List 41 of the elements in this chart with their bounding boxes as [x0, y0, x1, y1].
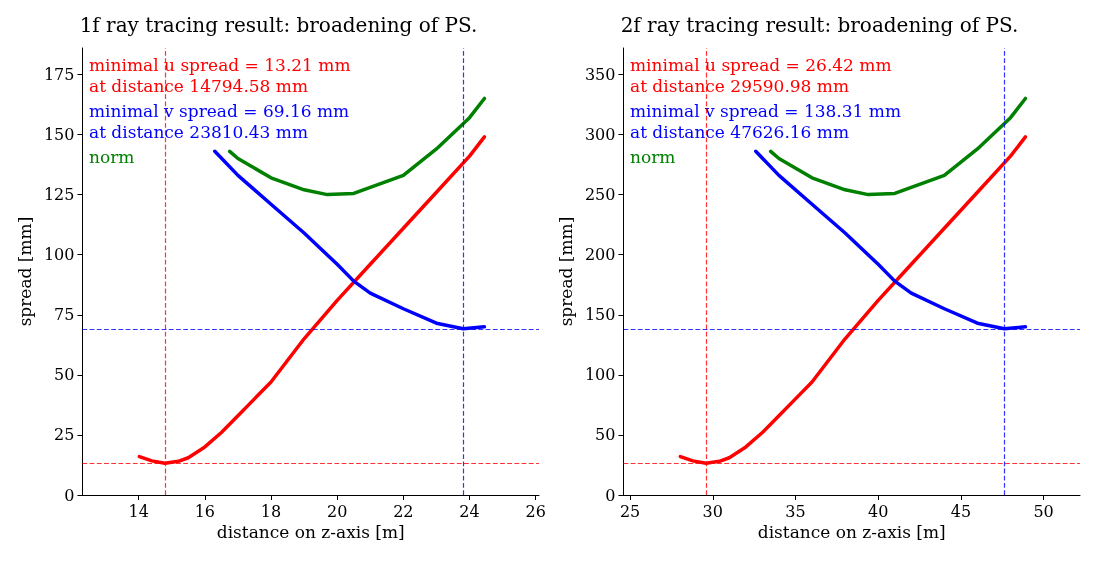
y-tick-label: 200 — [584, 245, 616, 265]
y-tick-label: 250 — [584, 185, 616, 205]
x-tick-label: 24 — [459, 501, 480, 521]
y-tick-label: 125 — [43, 185, 75, 205]
x-tick-label: 14 — [128, 501, 149, 521]
y-tick-label: 150 — [584, 305, 616, 325]
y-tick-label: 150 — [43, 125, 75, 145]
x-axis-title: distance on z-axis [m] — [757, 522, 946, 543]
x-tick-label: 25 — [619, 501, 641, 521]
series-label: minimal v spread = 138.31 mm at distance 47626.16 mm — [630, 100, 902, 142]
text: norm — [630, 146, 676, 167]
y-axis-title: spread [mm] — [555, 216, 576, 327]
chart-title: 2f ray tracing result: broadening of PS. — [620, 13, 1019, 37]
y-axis-title: spread [mm] — [14, 216, 35, 327]
x-axis-title: distance on z-axis [m] — [216, 522, 405, 543]
x-tick-label: 26 — [525, 501, 546, 521]
y-tick-label: 300 — [584, 125, 616, 145]
x-tick-label: 45 — [950, 501, 972, 521]
series-label: minimal v spread = 69.16 mm at distance 23810.43 mm — [89, 100, 350, 142]
y-tick-label: 100 — [43, 245, 75, 265]
text: norm — [89, 146, 135, 167]
x-tick-label: 18 — [260, 501, 282, 521]
x-tick-label: 50 — [1033, 501, 1054, 521]
x-tick-label: 16 — [194, 501, 216, 521]
y-tick-label: 50 — [595, 425, 616, 445]
y-tick-label: 75 — [54, 305, 75, 325]
x-tick-label: 35 — [785, 501, 806, 521]
x-tick-label: 20 — [327, 501, 348, 521]
chart-title: 1f ray tracing result: broadening of PS. — [79, 13, 478, 37]
x-tick-label: 30 — [702, 501, 723, 521]
y-tick-label: 25 — [54, 425, 75, 445]
y-tick-label: 350 — [584, 64, 616, 84]
y-tick-label: 175 — [43, 64, 75, 84]
y-tick-label: 0 — [64, 485, 75, 505]
y-tick-label: 0 — [605, 485, 616, 505]
y-tick-label: 50 — [54, 365, 75, 385]
y-tick-label: 100 — [584, 365, 616, 385]
x-tick-label: 40 — [868, 501, 889, 521]
text: minimal u spread = 26.42 mm at distance 29590.98 mm — [630, 54, 892, 96]
text: minimal u spread = 13.21 mm at distance 14794.58 mm — [89, 54, 351, 96]
x-tick-label: 22 — [393, 501, 414, 521]
